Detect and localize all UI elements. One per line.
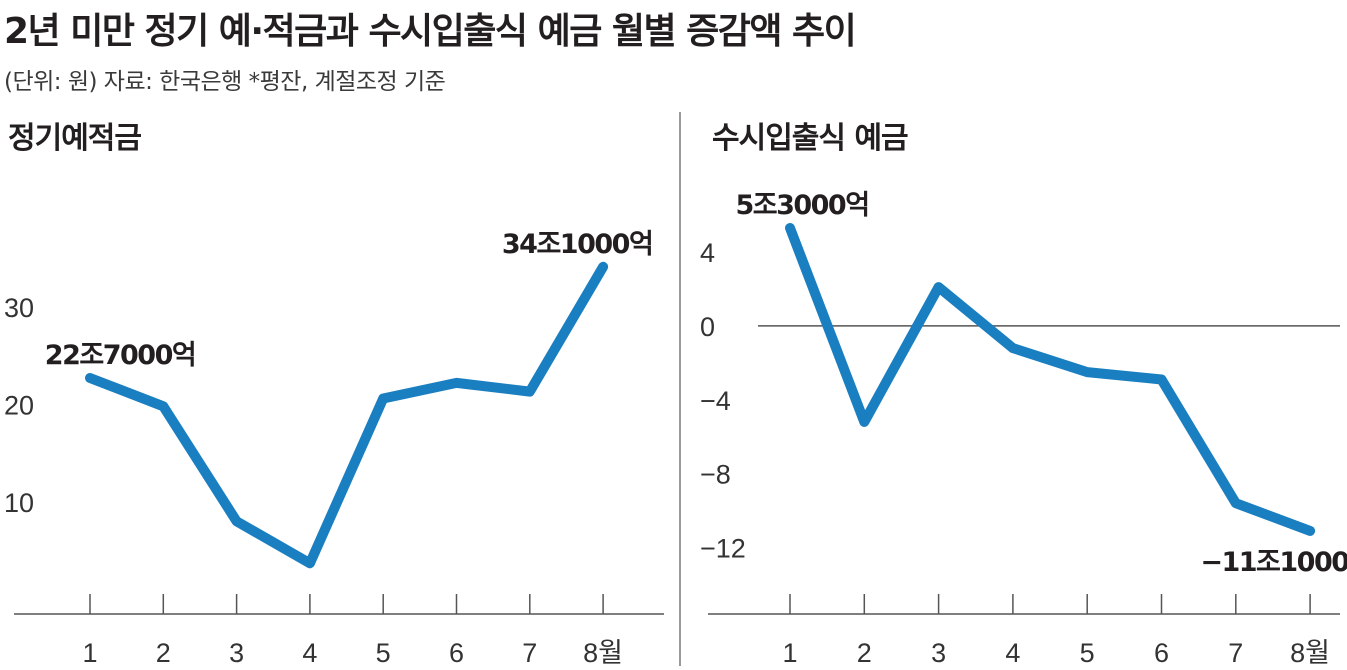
x-tick-label: 5: [376, 638, 391, 668]
x-tick-label: 7: [1228, 638, 1243, 668]
panel-demand-deposits: 수시입출식 예금 4 0 −4 −8 −12 1 2 3 4 5 6 7 8월 5조3000억 −11조100…: [700, 121, 1347, 668]
chart-subtitle: (단위: 원) 자료: 한국은행 *평잔, 계절조정 기준: [4, 69, 446, 95]
x-tick-label: 7: [522, 638, 537, 668]
y-tick-label: −12: [700, 534, 746, 564]
x-tick-label: 4: [302, 638, 317, 668]
x-tick-label: 2: [857, 638, 872, 668]
y-tick-label: 0: [700, 312, 715, 342]
y-tick-label: 10: [4, 488, 34, 518]
x-tick-label: 6: [1154, 638, 1169, 668]
series-line: [85, 261, 609, 569]
data-label: 34조1000억: [502, 229, 652, 260]
x-tick-label: 1: [82, 638, 97, 668]
data-label: 5조3000억: [735, 190, 868, 221]
x-tick-label: 2: [156, 638, 171, 668]
x-tick-label: 8월: [1290, 638, 1330, 668]
x-tick-label: 6: [449, 638, 464, 668]
panel-title: 정기예적금: [8, 121, 141, 156]
y-tick-label: −8: [700, 460, 731, 490]
x-tick-label: 8월: [583, 638, 623, 668]
x-tick-label: 3: [931, 638, 946, 668]
data-label: −11조1000억: [1200, 547, 1347, 578]
panel-deposits-savings: 정기예적금 10 20 30 1 2 3 4 5 6 7 8월 22조7000억 34조1000억: [4, 121, 664, 668]
series-line: [785, 223, 1316, 536]
data-label: 22조7000억: [45, 340, 195, 371]
x-tick-label: 3: [229, 638, 244, 668]
y-tick-label: 30: [4, 293, 34, 323]
panel-title: 수시입출식 예금: [712, 121, 908, 156]
x-tick-label: 4: [1005, 638, 1020, 668]
y-tick-label: 20: [4, 390, 34, 420]
x-tick-label: 5: [1080, 638, 1095, 668]
x-tick-label: 1: [782, 638, 797, 668]
chart-title: 2년 미만 정기 예·적금과 수시입출식 예금 월별 증감액 추이: [4, 11, 857, 52]
y-tick-label: 4: [700, 238, 715, 268]
y-tick-label: −4: [700, 386, 731, 416]
